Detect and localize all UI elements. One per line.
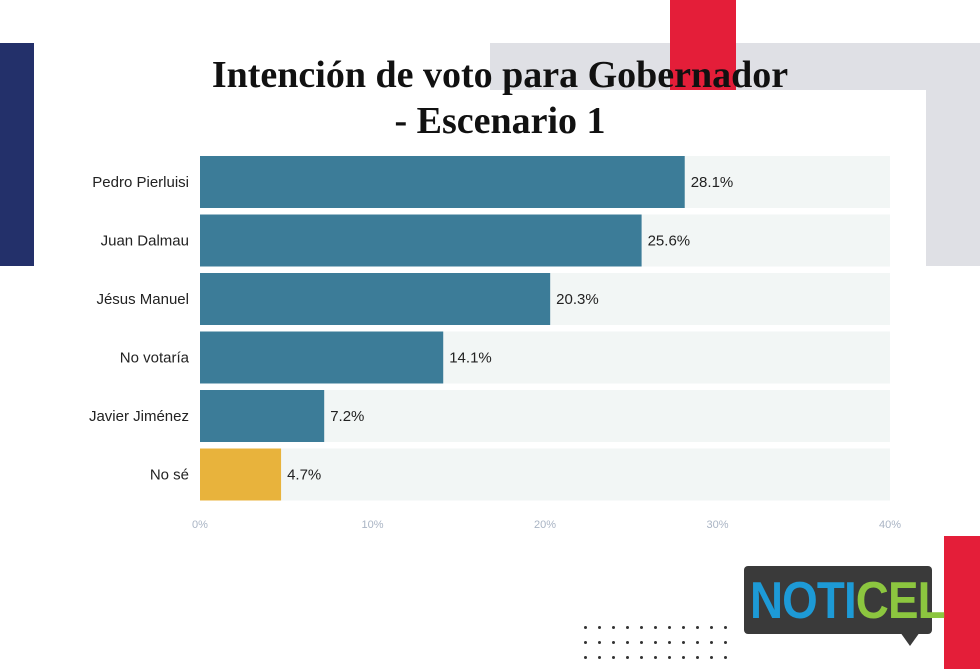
logo-speech-bubble-tail <box>900 632 920 646</box>
decorative-dot <box>612 626 615 629</box>
decorative-dot <box>584 641 587 644</box>
category-label: Javier Jiménez <box>89 408 189 425</box>
decorative-dot <box>612 641 615 644</box>
bar-track <box>200 448 890 501</box>
decorative-dot <box>584 626 587 629</box>
category-label: No votaría <box>120 350 190 367</box>
data-label: 7.2% <box>330 408 364 425</box>
data-label: 14.1% <box>449 350 492 367</box>
decorative-dot <box>696 641 699 644</box>
decorative-dot <box>724 641 727 644</box>
x-tick-label: 30% <box>706 519 728 531</box>
decorative-dot <box>626 641 629 644</box>
x-tick-label: 0% <box>192 519 208 531</box>
decorative-dot <box>710 641 713 644</box>
chart-title-line-2: - Escenario 1 <box>394 100 606 142</box>
logo-wordmark: NOTICEL <box>750 572 946 630</box>
decorative-dot <box>626 626 629 629</box>
decorative-dot <box>654 626 657 629</box>
decorative-dot-grid <box>584 626 744 662</box>
category-label: Juan Dalmau <box>101 233 189 250</box>
decorative-dot <box>612 656 615 659</box>
decorative-dot <box>598 626 601 629</box>
x-tick-label: 10% <box>361 519 383 531</box>
decorative-red-bar-top <box>670 0 736 90</box>
decorative-dot <box>654 656 657 659</box>
decorative-dot <box>696 656 699 659</box>
decorative-dot <box>710 656 713 659</box>
logo-speech-bubble <box>744 566 932 634</box>
category-label: No sé <box>150 467 189 484</box>
decorative-dot <box>640 656 643 659</box>
bar <box>200 214 642 267</box>
bar <box>200 331 444 384</box>
decorative-dot <box>668 656 671 659</box>
decorative-dot <box>640 641 643 644</box>
decorative-dot <box>696 626 699 629</box>
logo-text-cel: CEL <box>855 572 946 630</box>
decorative-dot <box>598 641 601 644</box>
decorative-red-bar-bottom <box>944 536 980 669</box>
decorative-dot <box>668 641 671 644</box>
decorative-dot <box>682 626 685 629</box>
decorative-dot <box>682 656 685 659</box>
category-label: Pedro Pierluisi <box>92 174 189 191</box>
decorative-dot <box>710 626 713 629</box>
chart-title: Intención de voto para Gobernador - Esce… <box>150 52 850 144</box>
bar <box>200 448 282 501</box>
decorative-dot <box>654 641 657 644</box>
data-label: 28.1% <box>691 174 734 191</box>
bar <box>200 156 685 208</box>
decorative-dot <box>626 656 629 659</box>
category-label: Jésus Manuel <box>96 291 189 308</box>
decorative-navy-bar <box>0 43 34 266</box>
bar <box>200 273 551 325</box>
x-tick-label: 20% <box>534 519 556 531</box>
noticel-logo: NOTICEL <box>744 566 946 648</box>
decorative-dot <box>724 626 727 629</box>
decorative-dot <box>724 656 727 659</box>
data-label: 20.3% <box>556 291 599 308</box>
data-label: 25.6% <box>648 233 691 250</box>
x-tick-label: 40% <box>879 519 901 531</box>
data-label: 4.7% <box>287 467 321 484</box>
decorative-dot <box>668 626 671 629</box>
decorative-dot <box>584 656 587 659</box>
decorative-dot <box>640 626 643 629</box>
chart-title-line-1: Intención de voto para Gobernador <box>211 54 789 96</box>
logo-text-noti: NOTI <box>750 572 857 630</box>
bar <box>200 390 325 442</box>
decorative-dot <box>598 656 601 659</box>
decorative-dot <box>682 641 685 644</box>
